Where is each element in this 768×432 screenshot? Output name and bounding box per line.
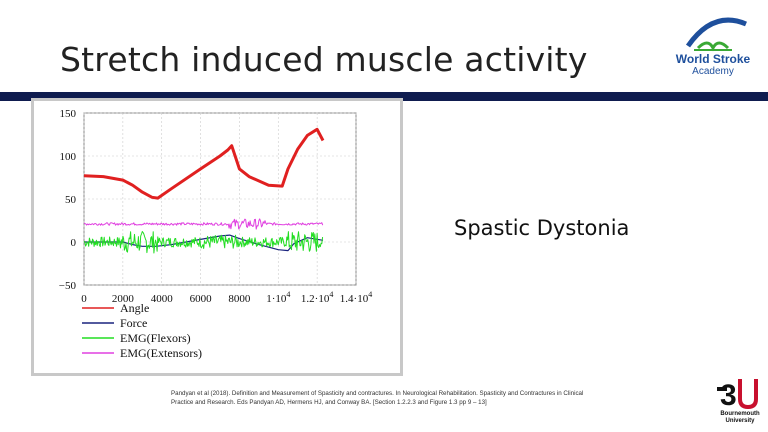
wsa-logo-line2: Academy — [692, 66, 734, 77]
y-tick-label: 150 — [60, 108, 77, 120]
bu-logo-line1: Bournemouth — [720, 411, 760, 417]
y-tick-label: 0 — [71, 237, 77, 249]
x-tick-exponent: 4 — [329, 290, 333, 299]
svg-text:3: 3 — [720, 379, 737, 411]
x-tick-exponent: 4 — [368, 290, 372, 299]
bu-emblem-icon: 3 — [717, 379, 758, 412]
x-tick-label: 6000 — [190, 293, 213, 305]
book-arc-icon — [685, 17, 747, 52]
bu-logo-text: Bournemouth University — [716, 411, 764, 425]
title-divider-bar — [0, 92, 768, 101]
x-tick-label: 1.2·104 — [301, 290, 333, 305]
x-tick-label: 1·104 — [266, 290, 290, 305]
bu-logo-line2: University — [725, 418, 755, 424]
x-tick-label: 1.4·104 — [340, 290, 372, 305]
chart-svg: 0 2000 4000 6000 8000 1·104 1.2·104 1.4·104 −50 0… — [59, 108, 372, 360]
x-tick-label: 8000 — [228, 293, 251, 305]
y-tick-label: 100 — [60, 151, 77, 163]
series-line-emg-extensors — [83, 218, 324, 230]
y-tick-label: −50 — [59, 280, 77, 292]
y-tick-label: 50 — [65, 194, 77, 206]
series-line-angle — [83, 127, 325, 200]
world-stroke-academy-logo: World Stroke Academy — [668, 8, 758, 84]
series-line-emg-flexors — [83, 231, 324, 254]
x-tick-label: 0 — [81, 293, 87, 305]
side-label: Spastic Dystonia — [454, 216, 630, 240]
x-tick-exponent: 4 — [286, 290, 290, 299]
legend-label: EMG(Extensors) — [120, 346, 202, 360]
wsa-logo-line1: World Stroke — [675, 52, 751, 66]
slide-title: Stretch induced muscle activity — [60, 40, 588, 79]
legend-label: Force — [120, 316, 147, 330]
x-tick-label: 4000 — [151, 293, 174, 305]
bournemouth-university-logo: 3 Bournemouth University — [716, 373, 764, 429]
legend-label: Angle — [120, 301, 149, 315]
legend-label: EMG(Flexors) — [120, 331, 191, 345]
citation-text: Pandyan et al (2018). Definition and Mea… — [171, 390, 584, 406]
chart-figure: 0 2000 4000 6000 8000 1·104 1.2·104 1.4·104 −50 0… — [31, 98, 403, 376]
x-tick-label: 2000 — [112, 293, 135, 305]
